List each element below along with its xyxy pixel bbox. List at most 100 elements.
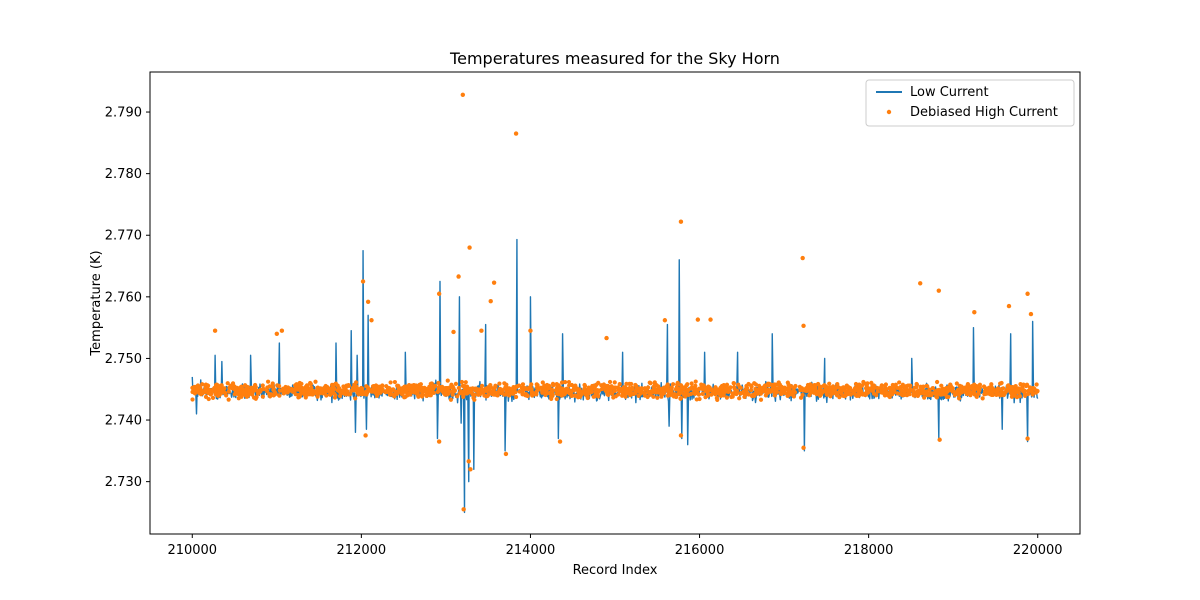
scatter-point bbox=[582, 383, 588, 389]
scatter-point-outlier bbox=[557, 439, 563, 444]
scatter-point bbox=[380, 389, 385, 394]
scatter-point bbox=[1026, 388, 1031, 394]
scatter-point bbox=[332, 395, 338, 400]
scatter-point bbox=[780, 387, 785, 393]
scatter-point bbox=[696, 392, 702, 397]
scatter-point bbox=[252, 384, 257, 390]
scatter-point bbox=[692, 391, 697, 396]
scatter-point bbox=[956, 396, 962, 401]
scatter-point bbox=[609, 391, 615, 396]
scatter-point bbox=[875, 385, 880, 391]
scatter-point bbox=[772, 390, 777, 395]
scatter-point bbox=[464, 384, 470, 389]
scatter-point-outlier bbox=[365, 299, 371, 304]
scatter-point bbox=[724, 386, 730, 391]
scatter-point bbox=[456, 385, 461, 391]
scatter-point-outlier bbox=[918, 281, 923, 286]
scatter-point bbox=[861, 379, 866, 385]
scatter-point bbox=[804, 388, 810, 393]
scatter-point bbox=[554, 391, 560, 396]
scatter-point bbox=[243, 391, 249, 396]
scatter-point bbox=[925, 384, 930, 389]
scatter-point bbox=[293, 386, 298, 391]
scatter-point bbox=[783, 387, 788, 392]
scatter-point bbox=[972, 382, 977, 387]
scatter-point bbox=[329, 389, 334, 394]
scatter-point bbox=[217, 392, 222, 397]
scatter-point bbox=[616, 392, 621, 397]
scatter-point bbox=[453, 381, 459, 386]
scatter-point bbox=[414, 387, 419, 392]
scatter-point bbox=[202, 388, 208, 393]
scatter-point bbox=[1030, 392, 1035, 397]
scatter-point bbox=[549, 389, 555, 395]
scatter-point-outlier bbox=[479, 328, 484, 333]
scatter-point bbox=[304, 386, 309, 391]
scatter-point bbox=[829, 391, 834, 397]
scatter-point bbox=[567, 383, 572, 388]
x-tick-label: 218000 bbox=[844, 543, 894, 558]
scatter-point bbox=[535, 383, 540, 388]
scatter-point bbox=[568, 388, 573, 394]
scatter-point bbox=[1032, 386, 1037, 392]
scatter-point bbox=[277, 393, 282, 398]
legend-box bbox=[865, 79, 1075, 127]
scatter-point bbox=[684, 383, 689, 388]
scatter-point bbox=[758, 391, 763, 396]
scatter-point bbox=[467, 386, 473, 391]
scatter-point bbox=[875, 389, 880, 394]
scatter-point bbox=[1027, 385, 1032, 390]
scatter-point bbox=[333, 381, 338, 386]
scatter-point bbox=[786, 387, 791, 392]
scatter-point bbox=[484, 394, 489, 399]
scatter-point bbox=[931, 391, 936, 396]
scatter-point-outlier bbox=[1028, 311, 1034, 317]
scatter-point bbox=[741, 390, 746, 395]
x-tick-label: 210000 bbox=[167, 543, 217, 558]
scatter-point bbox=[964, 391, 970, 397]
scatter-point bbox=[595, 388, 600, 393]
scatter-point bbox=[296, 395, 301, 400]
scatter-point bbox=[270, 381, 275, 386]
scatter-point-outlier bbox=[695, 317, 701, 322]
x-tick-label: 216000 bbox=[675, 543, 725, 558]
scatter-point bbox=[437, 384, 442, 389]
scatter-point bbox=[604, 390, 610, 395]
scatter-point bbox=[431, 390, 436, 395]
scatter-point bbox=[265, 389, 270, 394]
scatter-point bbox=[922, 395, 927, 400]
scatter-point-outlier bbox=[1006, 303, 1012, 309]
scatter-point bbox=[642, 393, 648, 398]
scatter-point bbox=[515, 384, 520, 389]
scatter-point-outlier bbox=[460, 92, 466, 97]
scatter-point bbox=[488, 385, 493, 390]
scatter-point bbox=[822, 383, 827, 388]
scatter-point bbox=[1003, 390, 1008, 395]
scatter-point bbox=[753, 382, 759, 387]
scatter-point bbox=[628, 391, 633, 396]
scatter-point bbox=[655, 395, 660, 400]
scatter-point-outlier bbox=[503, 451, 509, 457]
scatter-point bbox=[220, 390, 225, 395]
scatter-point-outlier bbox=[466, 459, 471, 464]
scatter-point bbox=[592, 383, 597, 388]
scatter-point bbox=[360, 386, 365, 391]
scatter-point bbox=[914, 389, 919, 395]
scatter-point bbox=[210, 395, 216, 400]
scatter-point bbox=[720, 389, 726, 394]
scatter-point bbox=[279, 388, 284, 393]
scatter-point bbox=[755, 389, 760, 394]
scatter-point-outlier bbox=[936, 288, 942, 293]
scatter-point bbox=[260, 383, 265, 388]
scatter-point bbox=[379, 384, 384, 389]
scatter-point bbox=[811, 390, 817, 395]
scatter-point bbox=[853, 386, 859, 391]
scatter-point-outlier bbox=[461, 507, 466, 512]
scatter-point bbox=[271, 386, 276, 392]
scatter-point bbox=[857, 382, 862, 387]
scatter-point bbox=[999, 387, 1004, 392]
scatter-point bbox=[232, 392, 237, 397]
scatter-point-outlier bbox=[360, 279, 366, 284]
scatter-point-outlier bbox=[800, 255, 805, 261]
scatter-point bbox=[572, 384, 578, 390]
